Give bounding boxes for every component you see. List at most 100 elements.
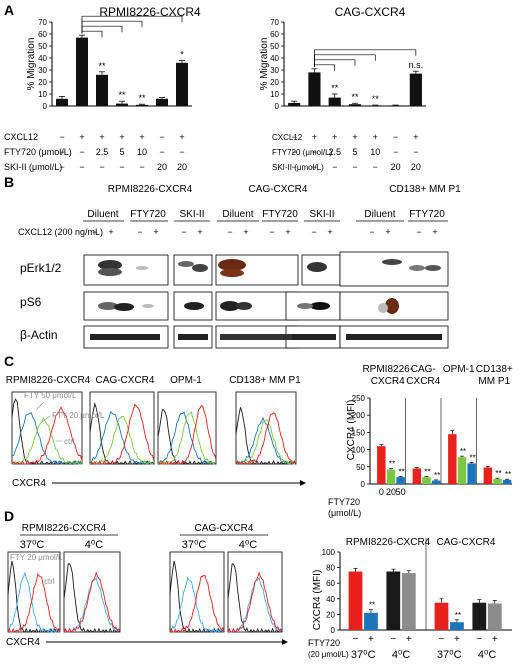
condition-value-left: 10 [137,147,147,157]
blot-cond-rpmi-fty: FTY720 [130,209,166,220]
hist-c-title-1: RPMI8226-CXCR4 [6,375,91,386]
hist-c-title-4: CD138+ MM P1 [229,375,301,386]
y-tick-label: 0 [275,102,280,111]
hist-d-curve [7,572,61,633]
chart-a2-title: CAG-CXCR4 [335,5,406,19]
condition-value-right: 20 [391,162,401,172]
blot-group-title-2: CAG-CXCR4 [249,184,308,195]
chart-c-xlabel: FTY720 [328,497,360,507]
cond-label-fty-right: FTY720 (μmol/L) [272,148,333,157]
condition-value-left: − [59,132,64,142]
y-tick-label: 50 [356,463,365,472]
hist-d-temp-2: 4⁰C [85,539,104,551]
hist-c-curve [11,416,83,465]
hist-c-frame [157,391,217,465]
hist-c-curve [89,410,155,465]
y-tick-label: 250 [352,394,366,403]
bar [457,457,467,484]
lane-sign-plus: + [108,227,113,237]
significance-label: ** [455,611,461,620]
condition-value-right: − [393,132,398,142]
bar [472,602,487,630]
temp-label: 4⁰C [392,649,411,661]
pm-label: + [368,634,374,645]
hist-d-curve [227,571,283,633]
significance-label: ** [495,469,501,478]
condition-value-left: 20 [177,162,187,172]
hist-c-curve [89,416,155,465]
y-tick-label: 200 [352,411,366,420]
bar [116,103,128,106]
condition-value-left: 2.5 [96,147,109,157]
significance-label: ** [331,83,339,93]
hist-d-curve [63,563,121,633]
comparison-bracket [81,15,183,34]
blot-group-title-3: CD138+ MM P1 [389,184,461,195]
chart-c-group-title: CD138+ [476,364,513,375]
pm-label: − [353,634,359,645]
y-tick-label: 50 [270,42,279,51]
hist-label-ctrl: ctrl [64,437,75,446]
condition-value-left: − [139,162,144,172]
condition-value-right: − [393,147,398,157]
hist-d-curve [7,571,61,633]
lane-sign-plus: + [432,227,437,237]
condition-value-right: 2.5 [328,147,341,157]
hist-c-curve [11,398,83,465]
x-tick-label: 50 [396,487,406,497]
chart-c-group-title: CAG- [411,364,436,375]
bar [502,479,512,484]
bar [364,612,378,630]
hist-pointer-fty20 [41,415,51,423]
condition-value-left: − [79,147,84,157]
condition-value-right: + [352,132,357,142]
bar [369,105,382,106]
comparison-bracket [314,49,417,67]
condition-value-right: − [292,147,297,157]
chart-d-fty-label: FTY720 [308,638,340,648]
significance-label: ** [505,470,511,479]
lane-sign-plus: + [327,227,332,237]
bar [434,602,449,630]
lane-sign-plus: + [285,227,290,237]
y-tick-label: 40 [38,54,47,63]
hist-c-frame [11,391,83,465]
y-tick-label: 150 [352,428,366,437]
chart-a2-bars: ** ** ** n.s. [288,49,424,106]
hist-c-curve [235,407,297,465]
condition-value-left: 20 [157,162,167,172]
significance-label: n.s. [409,60,424,70]
condition-value-left: + [139,132,144,142]
lane-sign-minus: − [227,227,232,237]
cond-label-cxcl12-left: CXCL12 [4,132,38,142]
chart-d-ylabel: CXCR4 (MFI) [312,570,323,631]
comparison-bracket [81,30,103,38]
bar [483,467,493,484]
y-tick-label: 30 [270,66,279,75]
y-tick-label: 100 [352,446,366,455]
panel-letter-d: D [4,508,14,524]
lane-sign-minus: − [181,227,186,237]
pm-label: − [390,634,396,645]
y-tick-label: 60 [38,30,47,39]
hist-d-curve [227,576,283,633]
condition-value-left: − [59,147,64,157]
cond-label-ski-left: SKI-II (μmol/L) [4,162,62,172]
hist-d-frame [63,551,121,633]
panel-letter-a: A [4,2,14,18]
hist-d-group-2: CAG-CXCR4 [195,523,254,534]
condition-value-left: + [99,132,104,142]
blot-cond-cag-ski: SKI-II [309,209,334,220]
temp-label: 4⁰C [478,649,497,661]
bar [431,480,441,484]
significance-label: ** [424,467,430,476]
hist-d-curve [169,560,225,633]
hist-label-fty50: FTY 50 μmol/L [24,391,77,400]
condition-value-left: 5 [119,147,124,157]
condition-value-right: 10 [370,147,380,157]
chart-c-group-title: CXCR4 [371,376,405,387]
chart-c-xlabel-unit: (μmol/L) [328,508,361,518]
bar [76,37,88,106]
cond-label-cxcl12-right: CXCL12 [272,133,303,142]
hist-c-curve [89,403,155,465]
